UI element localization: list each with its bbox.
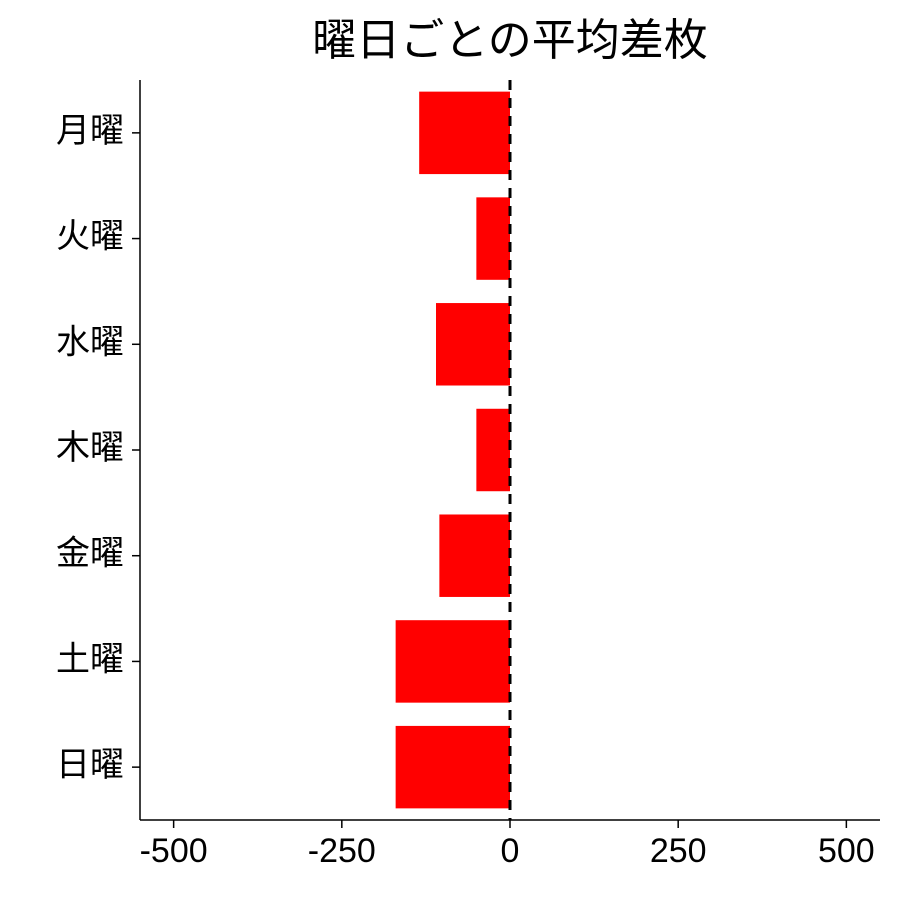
bar bbox=[476, 197, 510, 279]
bar bbox=[419, 92, 510, 174]
y-tick-label: 日曜 bbox=[56, 746, 124, 784]
x-tick-label: -500 bbox=[140, 832, 208, 870]
y-axis-ticks: 月曜火曜水曜木曜金曜土曜日曜 bbox=[56, 112, 140, 784]
x-tick-label: 250 bbox=[650, 832, 707, 870]
y-axis: 月曜火曜水曜木曜金曜土曜日曜 bbox=[56, 80, 140, 820]
y-tick-label: 水曜 bbox=[56, 323, 124, 361]
bar bbox=[476, 409, 510, 491]
x-tick-label: -250 bbox=[308, 832, 376, 870]
bar bbox=[396, 620, 510, 702]
y-tick-label: 木曜 bbox=[56, 429, 124, 467]
x-axis-ticks: -500 -250 0 250 500 bbox=[140, 820, 875, 870]
bars-group bbox=[396, 92, 510, 809]
chart-title: 曜日ごとの平均差枚 bbox=[312, 16, 708, 65]
bar bbox=[396, 726, 510, 808]
chart-svg: 曜日ごとの平均差枚 -500 -250 0 250 500 月曜火曜水曜木曜金曜土曜日曜 bbox=[0, 0, 900, 900]
x-axis: -500 -250 0 250 500 bbox=[140, 820, 880, 870]
y-tick-label: 火曜 bbox=[56, 218, 124, 256]
y-tick-label: 月曜 bbox=[56, 112, 124, 150]
x-tick-label: 500 bbox=[818, 832, 875, 870]
y-tick-label: 土曜 bbox=[56, 640, 124, 678]
x-tick-label: 0 bbox=[501, 832, 520, 870]
bar bbox=[436, 303, 510, 385]
chart-container: 曜日ごとの平均差枚 -500 -250 0 250 500 月曜火曜水曜木曜金曜土曜日曜 bbox=[0, 0, 900, 900]
y-tick-label: 金曜 bbox=[56, 535, 124, 573]
bar bbox=[439, 514, 510, 596]
